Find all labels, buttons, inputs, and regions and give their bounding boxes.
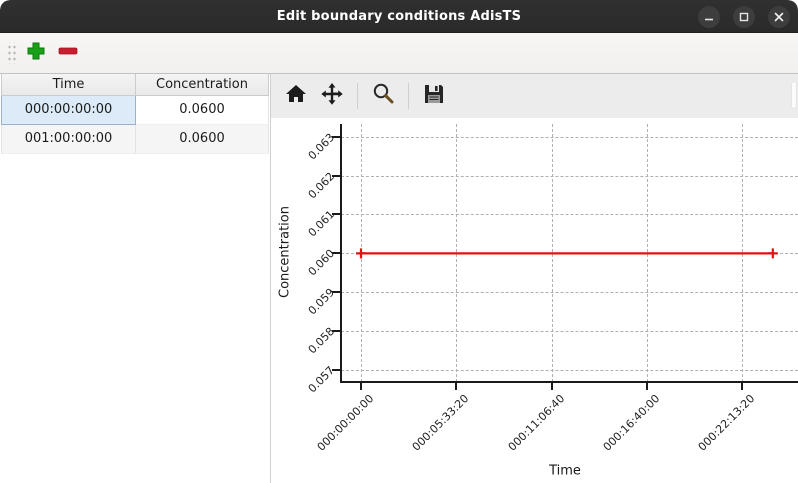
y-gridline	[341, 292, 798, 294]
y-tick-mark	[332, 291, 340, 294]
x-tick-mark	[455, 382, 458, 390]
column-header-time[interactable]: Time	[1, 74, 136, 96]
x-tick-label: 000:22:13:20	[695, 392, 758, 454]
column-header-concentration[interactable]: Concentration	[135, 74, 269, 96]
pan-icon	[320, 82, 344, 110]
titlebar: Edit boundary conditions AdisTS	[0, 0, 798, 33]
overlay-scrollbar-thumb[interactable]	[792, 82, 796, 108]
time-cell[interactable]: 000:00:00:00	[1, 94, 136, 125]
window-controls	[698, 0, 790, 33]
home-view-button[interactable]	[281, 81, 311, 111]
close-button[interactable]	[768, 5, 790, 28]
pan-button[interactable]	[317, 81, 347, 111]
minimize-button[interactable]	[698, 5, 720, 28]
maximize-icon	[738, 11, 750, 23]
plot-navigation-toolbar	[271, 74, 798, 118]
table-row[interactable]: 001:00:00:00 0.0600	[1, 124, 269, 154]
y-tick-label: 0.057	[305, 363, 337, 396]
y-gridline	[341, 136, 798, 138]
maximize-button[interactable]	[733, 5, 755, 28]
y-tick-mark	[332, 252, 340, 255]
plot-panel: 000:00:00:00 000:05:33:20 000:11:06:40 000:…	[271, 74, 798, 483]
window-title: Edit boundary conditions AdisTS	[276, 8, 522, 24]
add-row-button[interactable]	[20, 37, 52, 69]
zoom-rect-button[interactable]	[368, 81, 398, 111]
y-gridline	[341, 253, 798, 255]
concentration-cell[interactable]: 0.0600	[135, 95, 269, 125]
y-gridline	[341, 369, 798, 371]
y-tick-label: 0.058	[305, 324, 337, 357]
x-gridline	[646, 124, 648, 382]
x-tick-mark	[645, 382, 648, 390]
y-gridline	[341, 214, 798, 216]
x-tick-label: 000:11:06:40	[505, 392, 567, 454]
remove-row-button[interactable]	[52, 37, 84, 69]
y-tick-mark	[332, 135, 340, 138]
y-gridline	[341, 175, 798, 177]
y-tick-mark	[332, 368, 340, 371]
minus-icon	[57, 40, 79, 66]
y-tick-label: 0.060	[305, 247, 337, 279]
x-axis-spine	[340, 381, 798, 383]
minimize-icon	[703, 11, 715, 23]
y-tick-label: 0.062	[305, 169, 337, 201]
plus-icon	[25, 40, 47, 66]
y-gridline	[341, 331, 798, 333]
x-tick-label: 000:16:40:00	[600, 392, 663, 454]
x-axis-label: Time	[549, 463, 581, 479]
save-figure-button[interactable]	[419, 81, 449, 111]
toolbar-separator	[408, 83, 409, 109]
table-row[interactable]: 000:00:00:00 0.0600	[1, 94, 269, 125]
x-gridline	[456, 124, 458, 382]
plot-canvas[interactable]: 000:00:00:00 000:05:33:20 000:11:06:40 000:…	[271, 118, 798, 483]
y-tick-label: 0.063	[305, 130, 337, 163]
y-tick-label: 0.061	[305, 208, 337, 240]
y-axis-spine	[340, 124, 342, 382]
boundary-conditions-table: Time Concentration 000:00:00:00 0.0600 0…	[1, 74, 269, 154]
y-tick-label: 0.059	[305, 286, 337, 318]
zoom-icon	[371, 82, 395, 110]
time-cell[interactable]: 001:00:00:00	[1, 124, 136, 154]
concentration-cell[interactable]: 0.0600	[135, 124, 269, 154]
toolbar-drag-handle[interactable]	[6, 42, 16, 64]
x-tick-label: 000:00:00:00	[314, 392, 377, 454]
x-tick-mark	[360, 382, 362, 390]
home-icon	[284, 82, 308, 110]
main-content: Time Concentration 000:00:00:00 0.0600 0…	[0, 74, 798, 483]
x-tick-mark	[550, 382, 553, 390]
x-gridline	[361, 124, 362, 382]
x-gridline	[742, 124, 744, 382]
y-tick-mark	[332, 174, 340, 177]
x-gridline	[551, 124, 553, 382]
x-tick-label: 000:05:33:20	[409, 392, 472, 454]
table-header-row: Time Concentration	[1, 74, 269, 96]
y-tick-mark	[332, 213, 340, 216]
y-axis-label: Concentration	[277, 206, 293, 298]
x-tick-mark	[741, 382, 744, 390]
y-tick-mark	[332, 330, 340, 333]
boundary-table-panel: Time Concentration 000:00:00:00 0.0600 0…	[0, 74, 271, 483]
edit-toolbar	[0, 33, 798, 74]
close-icon	[773, 11, 785, 23]
save-icon	[422, 82, 446, 110]
toolbar-separator	[357, 83, 358, 109]
